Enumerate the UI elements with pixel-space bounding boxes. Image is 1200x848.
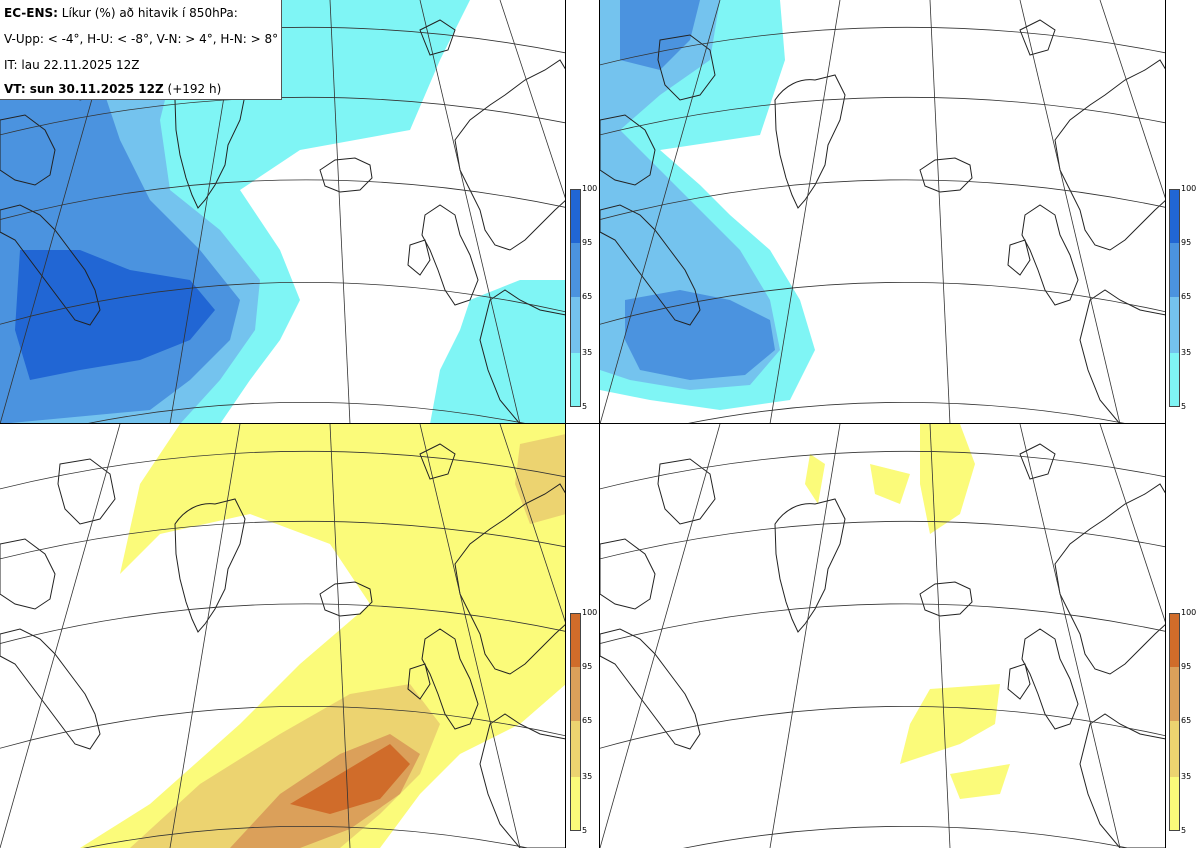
probability-map-v-n	[0, 424, 566, 848]
colorbar-tick: 95	[1181, 238, 1192, 247]
colorbar-tick: 95	[582, 238, 593, 247]
colorbar-tick: 100	[1181, 184, 1197, 193]
colorbar-tick: 35	[1181, 348, 1192, 357]
probability-map-h-n	[600, 424, 1166, 848]
colorbar-tick: 100	[1181, 608, 1197, 617]
colorbar-tick: 65	[582, 716, 593, 725]
colorbar-tick: 5	[582, 826, 588, 835]
colorbar-tick: 65	[582, 292, 593, 301]
colorbar-tick: 5	[1181, 402, 1187, 411]
panel-divider-vertical-right	[599, 0, 600, 848]
colorbar-warm-bottom-right: 100 95 65 35 5	[1167, 609, 1197, 835]
colorbar-tick: 35	[582, 348, 593, 357]
panel-divider-horizontal	[0, 423, 1166, 424]
colorbar-tick: 95	[1181, 662, 1192, 671]
probability-map-v-upp	[0, 0, 566, 424]
model-name: EC-ENS:	[4, 6, 58, 20]
forecast-info-box: EC-ENS: Líkur (%) að hitavik í 850hPa: V…	[0, 0, 282, 100]
description-text: Líkur (%) að hitavik í 850hPa:	[61, 6, 238, 20]
colorbar-tick: 35	[582, 772, 593, 781]
valid-offset: (+192 h)	[167, 82, 222, 96]
threshold-text: V-Upp: < -4°, H-U: < -8°, V-N: > 4°, H-N…	[4, 32, 279, 46]
colorbar-tick: 65	[1181, 716, 1192, 725]
panel-border-right	[1165, 0, 1166, 848]
map-panel-h-u	[600, 0, 1166, 424]
colorbar-tick: 100	[582, 608, 598, 617]
colorbar-tick: 5	[1181, 826, 1187, 835]
colorbar-tick: 65	[1181, 292, 1192, 301]
colorbar-tick: 95	[582, 662, 593, 671]
map-panel-v-upp: EC-ENS: Líkur (%) að hitavik í 850hPa: V…	[0, 0, 566, 424]
colorbar-tick: 35	[1181, 772, 1192, 781]
map-panel-v-n	[0, 424, 566, 848]
valid-time: VT: sun 30.11.2025 12Z	[4, 82, 164, 96]
panel-divider-vertical-left	[565, 0, 566, 848]
initial-time: IT: lau 22.11.2025 12Z	[4, 58, 140, 72]
probability-map-h-u	[600, 0, 1166, 424]
colorbar-warm-bottom-left: 100 95 65 35 5	[568, 609, 598, 835]
colorbar-tick: 5	[582, 402, 588, 411]
colorbar-blue-top-right: 100 95 65 35 5	[1167, 185, 1197, 411]
map-panel-h-n	[600, 424, 1166, 848]
colorbar-tick: 100	[582, 184, 598, 193]
colorbar-blue-top-left: 100 95 65 35 5	[568, 185, 598, 411]
